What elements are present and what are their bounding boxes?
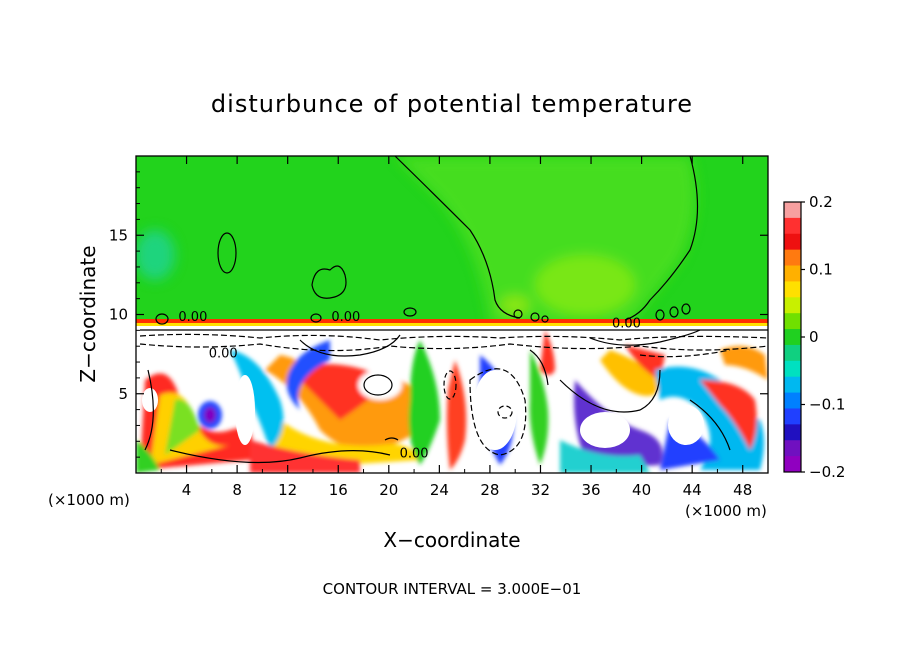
x-tick-label: 28 xyxy=(480,481,499,499)
contour-lines xyxy=(139,156,768,464)
y-tick-label: 10 xyxy=(109,306,128,324)
contour-label: 0.00 xyxy=(331,310,360,325)
x-tick-label: 44 xyxy=(683,481,702,499)
x-tick-label: 40 xyxy=(632,481,651,499)
colorbar-tick-label: 0 xyxy=(809,328,819,346)
colorbar-swatch xyxy=(784,360,801,378)
contour-label: 0.00 xyxy=(400,446,429,461)
x-unit-label-left: (×1000 m) xyxy=(48,491,130,509)
y-axis: 5 10 15 xyxy=(109,171,768,458)
colorbar-swatch xyxy=(784,376,801,394)
colorbar-swatch xyxy=(784,297,801,314)
x-axis: 4 8 12 16 20 24 28 32 36 40 44 48 xyxy=(160,156,752,499)
x-unit-label-right: (×1000 m) xyxy=(685,502,767,520)
x-tick-label: 4 xyxy=(182,481,192,499)
tropopause-band xyxy=(136,319,768,323)
contour-labels: 0.00 0.00 0.00 0.00 0.00 xyxy=(178,310,641,461)
x-tick-label: 16 xyxy=(329,481,348,499)
contour-label: 0.00 xyxy=(178,310,207,325)
colorbar-swatch xyxy=(784,281,801,298)
x-tick-label: 20 xyxy=(379,481,398,499)
plot-area xyxy=(136,156,768,473)
x-tick-label: 36 xyxy=(581,481,600,499)
x-tick-label: 12 xyxy=(278,481,297,499)
x-axis-title: X−coordinate xyxy=(383,528,520,552)
colorbar-swatch xyxy=(784,440,801,457)
white-cells xyxy=(142,370,704,450)
colorbar-swatch xyxy=(784,313,801,330)
colorbar-swatch xyxy=(784,392,801,409)
x-tick-label: 8 xyxy=(232,481,242,499)
upper-layer-variations xyxy=(136,156,696,325)
colorbar-swatch xyxy=(784,217,801,235)
x-tick-label: 24 xyxy=(430,481,449,499)
colorbar-tick-label: 0.1 xyxy=(809,261,833,279)
colorbar-swatch xyxy=(784,408,801,425)
y-axis-title: Z−coordinate xyxy=(76,245,100,382)
colorbar-swatch xyxy=(784,329,801,346)
colorbar: 0.2 0.1 0 −0.1 −0.2 xyxy=(783,193,845,481)
colorbar-swatch xyxy=(784,202,801,219)
colorbar-tick-label: 0.2 xyxy=(809,193,833,211)
y-tick-label: 5 xyxy=(118,385,128,403)
y-tick-label: 15 xyxy=(109,226,128,244)
colorbar-swatch xyxy=(784,456,801,473)
contour-label: 0.00 xyxy=(209,347,238,362)
footer-contour-interval: CONTOUR INTERVAL = 3.000E−01 xyxy=(323,580,582,598)
x-tick-label: 48 xyxy=(733,481,752,499)
colorbar-tick-label: −0.1 xyxy=(809,396,845,414)
colorbar-swatch xyxy=(784,249,801,267)
chart-title: disturbunce of potential temperature xyxy=(211,90,693,118)
colorbar-swatch xyxy=(784,233,801,251)
contour-label: 0.00 xyxy=(612,316,641,331)
colorbar-swatch xyxy=(784,424,801,441)
x-tick-label: 32 xyxy=(531,481,550,499)
colorbar-swatch xyxy=(784,265,801,282)
colorbar-swatch xyxy=(784,344,801,362)
colorbar-tick-label: −0.2 xyxy=(809,463,845,481)
